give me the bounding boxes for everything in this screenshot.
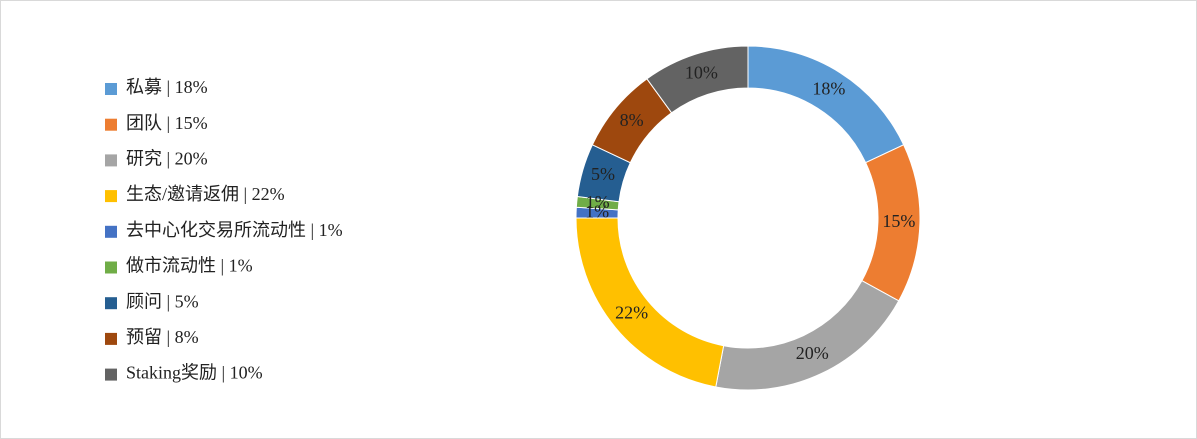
slice <box>646 45 749 114</box>
legend-swatch <box>105 368 117 381</box>
data-label: 10% <box>685 63 718 83</box>
legend-label: 私募 | 18% <box>126 77 208 97</box>
legend-label: 预留 | 8% <box>126 327 199 347</box>
data-label: 22% <box>615 302 648 322</box>
data-label: 1% <box>586 192 610 212</box>
legend-label: 做市流动性 | 1% <box>126 256 253 276</box>
data-label: 15% <box>882 211 915 231</box>
legend-swatch <box>105 118 117 131</box>
legend-swatch <box>105 297 117 310</box>
data-label: 18% <box>812 79 845 99</box>
legend-swatch <box>105 261 117 274</box>
data-label: 1% <box>585 201 609 221</box>
legend-label: 顾问 | 5% <box>126 291 199 311</box>
legend-label: 去中心化交易所流动性 | 1% <box>126 220 343 240</box>
legend-swatch <box>105 83 117 95</box>
legend-swatch <box>105 332 117 345</box>
data-label: 8% <box>620 110 644 130</box>
data-label: 20% <box>796 343 829 363</box>
legend-swatch <box>105 190 117 203</box>
data-label: 5% <box>591 164 615 184</box>
legend-label: 团队 | 15% <box>126 113 208 133</box>
legend-label: 生态/邀请返佣 | 22% <box>126 184 285 204</box>
legend-label: 研究 | 20% <box>126 149 208 169</box>
legend-label: Staking奖励 | 10% <box>126 363 263 383</box>
legend-swatch <box>105 225 117 238</box>
legend-swatch <box>105 154 117 167</box>
